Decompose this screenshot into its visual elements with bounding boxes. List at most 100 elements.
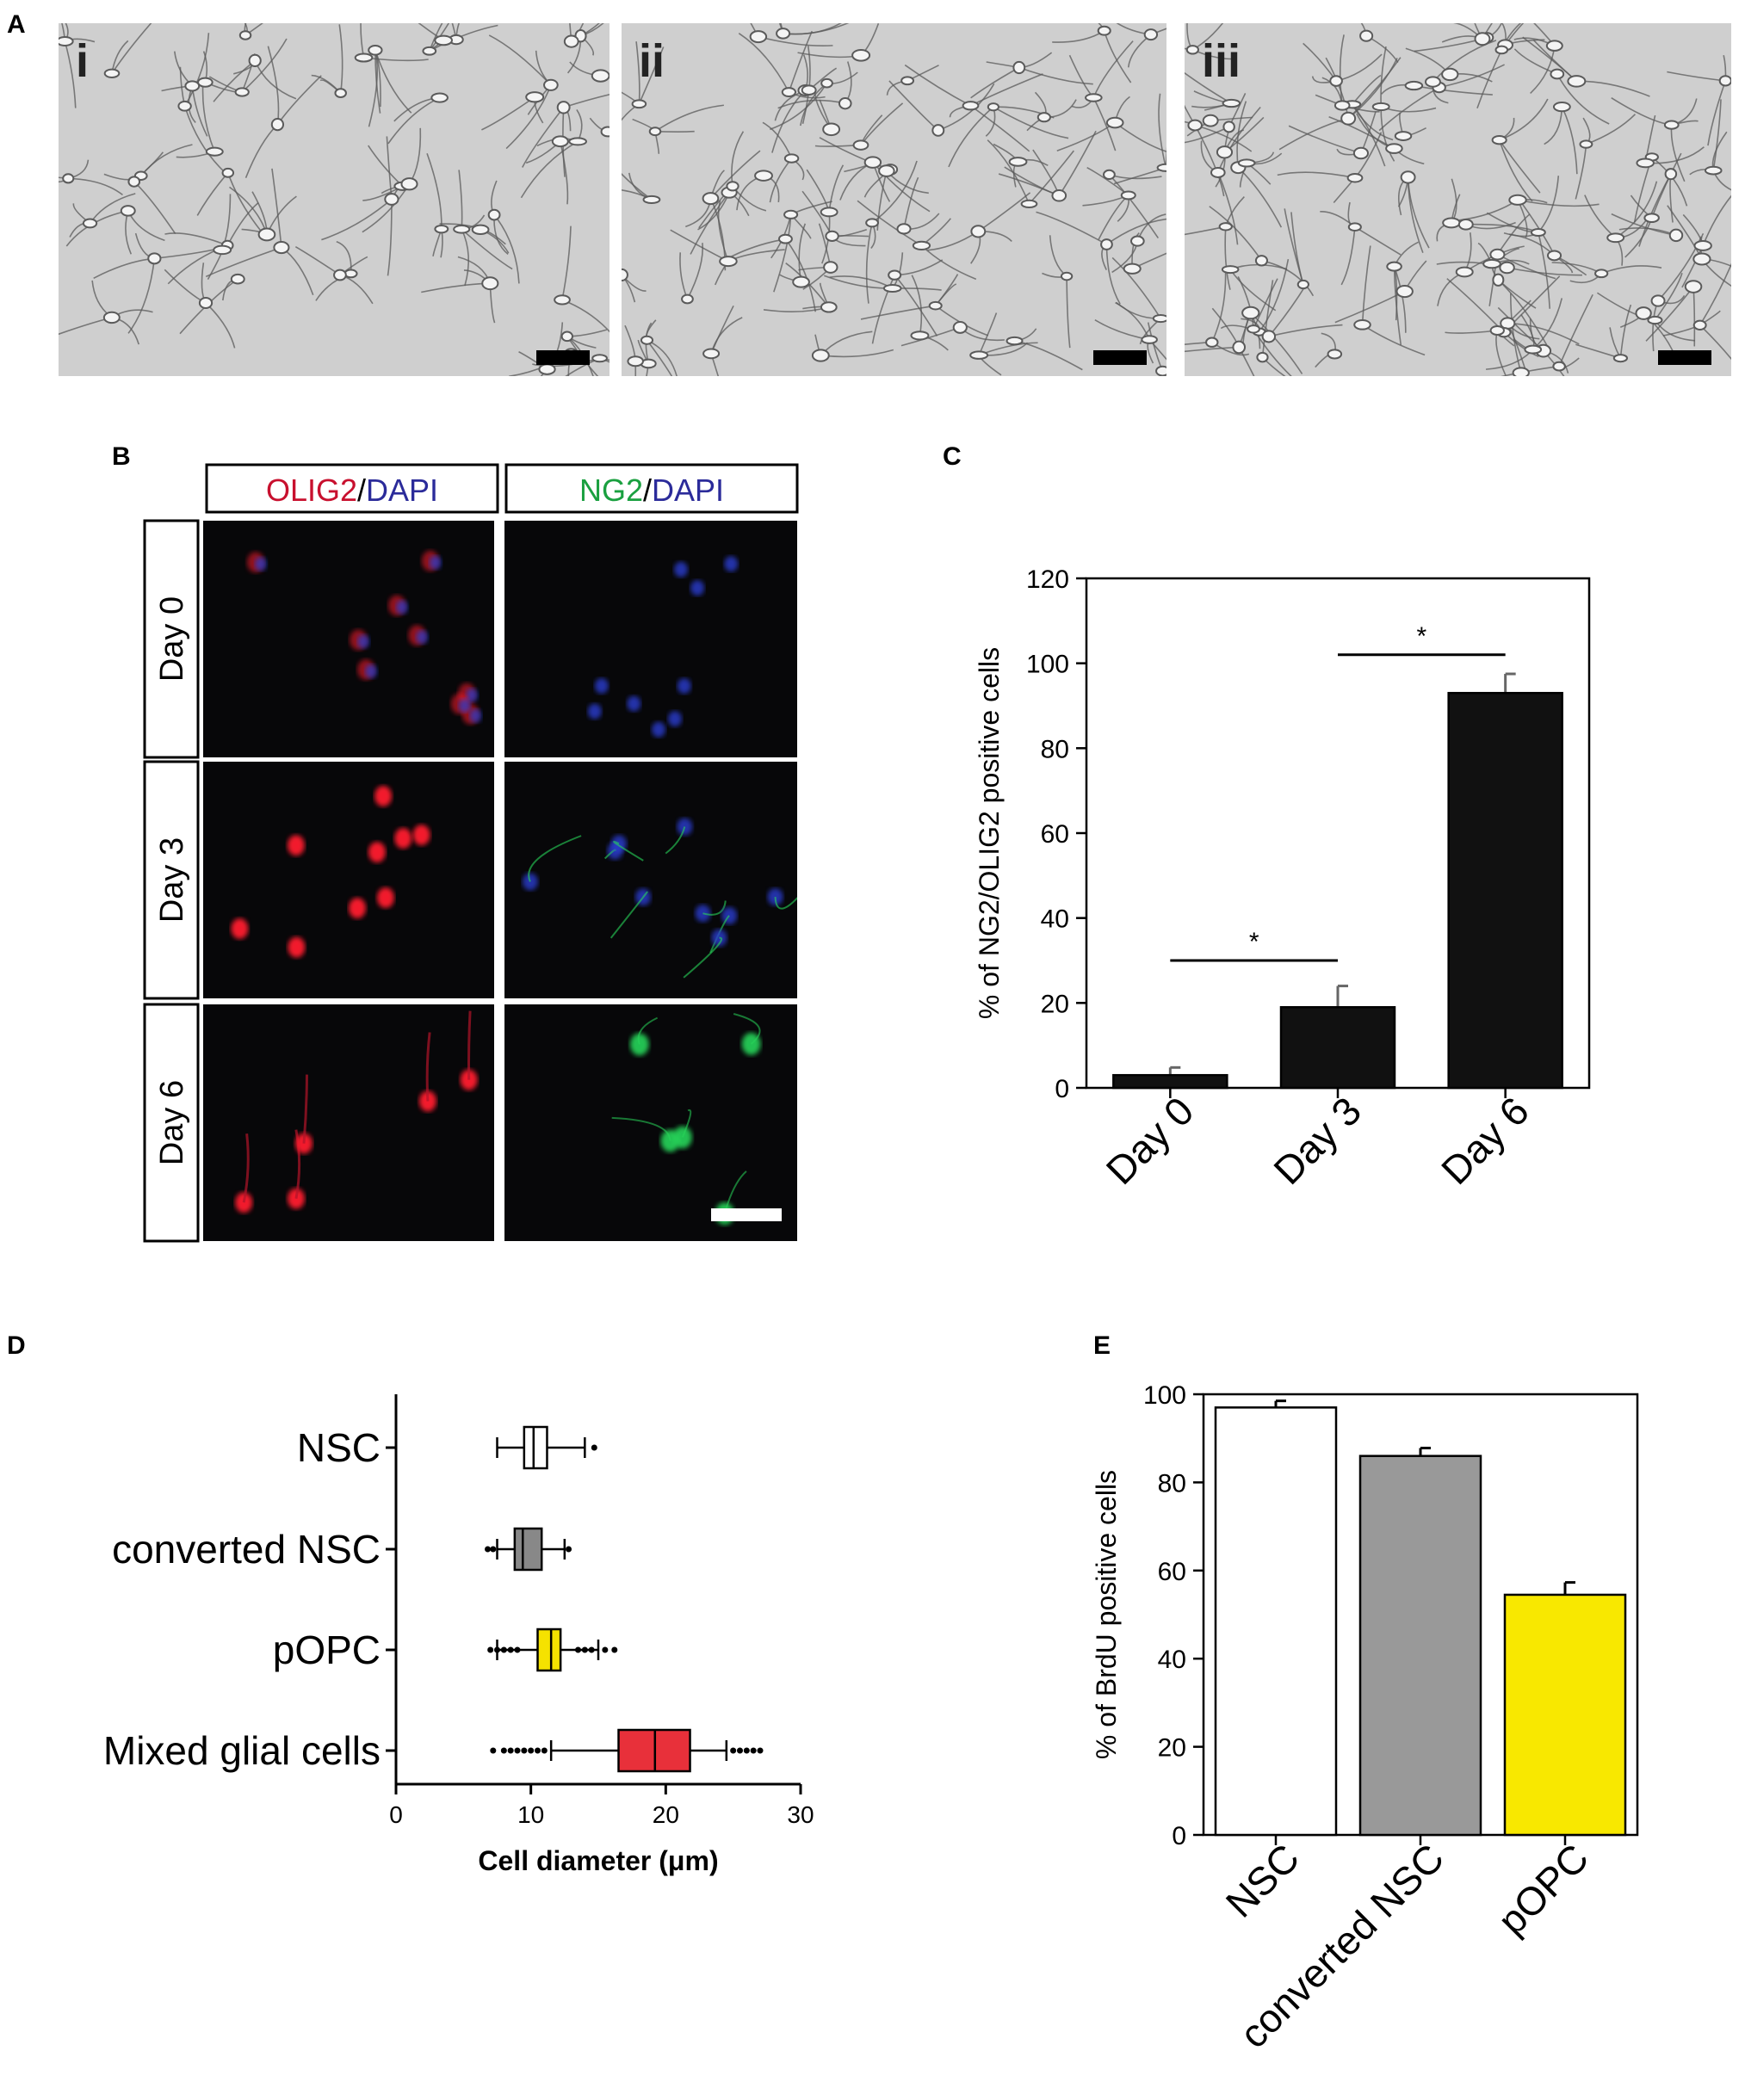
cell-process	[1018, 66, 1093, 85]
ng2-process	[611, 1116, 671, 1141]
cell-process	[205, 246, 282, 278]
cell-process	[1378, 86, 1440, 132]
cell-body	[792, 275, 810, 288]
ng2-process	[528, 835, 582, 882]
cell-process	[798, 223, 807, 282]
cell-body	[1152, 313, 1166, 324]
outlier-point	[591, 1444, 597, 1451]
cell-body	[1141, 335, 1158, 344]
cell-body	[238, 30, 252, 40]
cell-body	[563, 34, 579, 48]
cell-body	[749, 30, 768, 44]
cell-body	[1650, 294, 1666, 307]
outlier-point	[521, 1747, 528, 1754]
cell-process	[1519, 372, 1522, 376]
y-tick-label: 40	[1158, 1646, 1186, 1674]
cell-body	[270, 117, 285, 132]
cell-process	[777, 99, 845, 109]
cell-process	[1699, 324, 1731, 361]
cell-process	[302, 1074, 308, 1144]
cell-process	[1108, 174, 1160, 239]
cell-process	[750, 23, 759, 37]
cell-process	[1476, 49, 1503, 108]
category-label: Day 3	[1265, 1088, 1370, 1193]
scale-bar	[1658, 350, 1711, 365]
dapi-nucleus	[357, 634, 370, 649]
cell-body	[1327, 349, 1343, 360]
ng2-process	[665, 826, 686, 855]
cell-body	[1508, 194, 1527, 206]
cell-process	[505, 84, 552, 150]
cell-process	[1290, 212, 1304, 285]
cell-body	[1232, 340, 1247, 355]
cell-body	[1692, 252, 1711, 266]
olig2-nucleus	[368, 842, 386, 863]
cell-process	[488, 34, 552, 86]
cell-body	[970, 225, 987, 238]
cell-body	[952, 320, 968, 334]
cell-process	[532, 357, 600, 368]
cell-body	[1097, 25, 1111, 36]
cell-body	[1103, 169, 1116, 180]
cell-process	[871, 275, 895, 344]
outlier-point	[528, 1747, 535, 1754]
cell-process	[1185, 47, 1193, 51]
cell-body	[622, 268, 628, 281]
olig2-nucleus	[374, 786, 393, 807]
y-tick-label: 20	[1041, 990, 1069, 1018]
dapi-nucleus	[724, 556, 739, 572]
cell-body	[1185, 45, 1199, 55]
cell-process	[622, 173, 653, 201]
cell-body	[1664, 168, 1678, 181]
cell-process	[1347, 58, 1398, 120]
cell-body	[1202, 114, 1219, 127]
column-header-ng2: NG2/DAPI	[579, 472, 724, 508]
cell-process	[561, 225, 572, 300]
outlier-point	[566, 1546, 572, 1553]
cell-body	[1386, 261, 1402, 272]
cell-body	[823, 261, 838, 274]
cell-process	[1224, 226, 1231, 290]
cell-body	[554, 294, 571, 306]
cell-body	[642, 195, 661, 204]
cell-body	[969, 350, 989, 360]
category-label: converted NSC	[112, 1527, 381, 1572]
cell-body	[912, 240, 931, 251]
olig2-nucleus	[287, 835, 305, 856]
outlier-point	[494, 1646, 500, 1653]
dapi-nucleus	[416, 630, 429, 645]
cell-body	[702, 192, 720, 206]
cell-process	[937, 83, 995, 132]
cell-body	[1008, 157, 1028, 167]
cell-body	[198, 297, 213, 309]
cell-process	[1268, 324, 1343, 337]
cell-body	[1425, 76, 1441, 88]
cell-body	[82, 218, 98, 229]
cell-process	[1131, 252, 1166, 269]
cell-body	[568, 137, 587, 146]
outlier-point	[575, 1646, 581, 1653]
olig2-nucleus	[412, 825, 430, 846]
cell-body	[1156, 163, 1166, 172]
x-tick-label: 0	[389, 1801, 403, 1828]
cell-body	[234, 87, 250, 97]
cell-body	[1552, 361, 1566, 372]
cell-body	[1489, 248, 1506, 261]
x-tick-label: 20	[653, 1801, 679, 1828]
cell-body	[681, 293, 694, 305]
cell-process	[1407, 176, 1424, 253]
cell-body	[838, 97, 852, 110]
cell-process	[241, 38, 288, 93]
cell-process	[1699, 262, 1731, 326]
column-header-box	[504, 463, 799, 514]
cell-body	[560, 330, 573, 343]
row-label-box	[143, 519, 200, 759]
dapi-nucleus	[466, 688, 479, 702]
cell-process	[164, 232, 228, 246]
image-background	[504, 762, 797, 998]
cell-body	[205, 146, 224, 157]
ng2-process	[702, 900, 727, 916]
cell-body	[896, 223, 912, 235]
